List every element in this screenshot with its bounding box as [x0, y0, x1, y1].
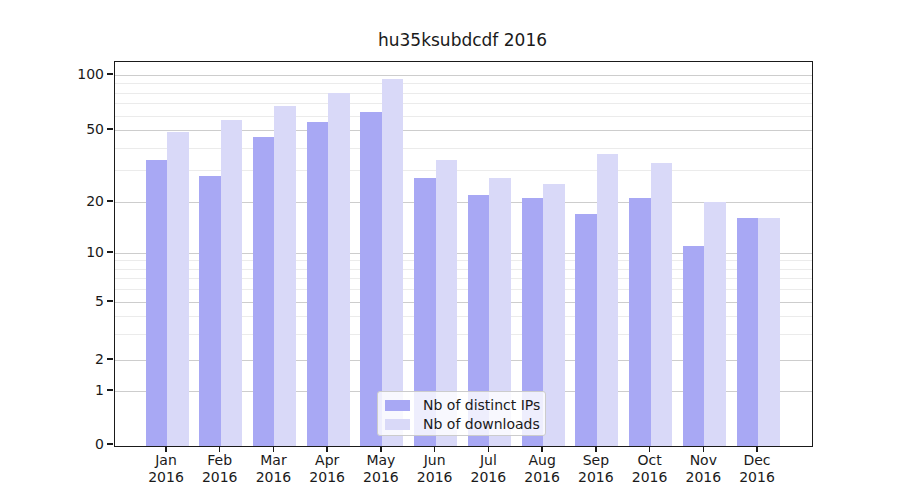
plot-area	[114, 61, 813, 447]
y-axis-tick-mark	[107, 200, 113, 202]
bar-nb-of-distinct-ips	[253, 137, 275, 446]
bar-nb-of-downloads	[651, 163, 673, 446]
y-axis-tick-label: 5	[0, 292, 104, 310]
y-axis-tick-label: 20	[0, 192, 104, 210]
x-axis-tick-mark	[541, 447, 543, 452]
x-axis-tick-mark	[756, 447, 758, 452]
bar-nb-of-downloads	[758, 218, 780, 446]
gridline-major	[115, 75, 812, 76]
bar-nb-of-downloads	[704, 202, 726, 446]
x-axis-tick-mark	[434, 447, 436, 452]
y-axis-tick-mark	[107, 73, 113, 75]
y-axis-tick-label: 0	[0, 435, 104, 453]
bar-nb-of-distinct-ips	[629, 198, 651, 446]
x-axis-tick-mark	[326, 447, 328, 452]
y-axis-tick-mark	[107, 251, 113, 253]
x-axis-tick-mark	[488, 447, 490, 452]
y-axis-tick-label: 50	[0, 120, 104, 138]
gridline-minor	[115, 83, 812, 84]
bar-nb-of-distinct-ips	[575, 214, 597, 446]
x-axis-tick-mark	[595, 447, 597, 452]
legend-item: Nb of downloads	[385, 418, 545, 431]
bar-nb-of-downloads	[328, 93, 350, 446]
gridline-minor	[115, 103, 812, 104]
gridline-minor	[115, 116, 812, 117]
y-axis-tick-mark	[107, 389, 113, 391]
bar-nb-of-downloads	[167, 132, 189, 446]
gridline-minor	[115, 170, 812, 171]
y-axis-tick-label: 10	[0, 243, 104, 261]
legend-swatch-nb-of-downloads	[385, 419, 410, 430]
gridline-major	[115, 130, 812, 131]
y-axis-tick-mark	[107, 128, 113, 130]
figure: hu35ksubdcdf 2016 0125102050100 Jan 2016…	[0, 0, 900, 500]
bar-nb-of-distinct-ips	[146, 160, 168, 446]
legend-item: Nb of distinct IPs	[385, 399, 545, 412]
gridline-minor	[115, 93, 812, 94]
chart-title: hu35ksubdcdf 2016	[114, 30, 811, 52]
bar-nb-of-downloads	[597, 154, 619, 446]
bar-nb-of-downloads	[543, 184, 565, 446]
y-axis-tick-label: 1	[0, 381, 104, 399]
x-axis-tick-mark	[703, 447, 705, 452]
y-axis-tick-label: 100	[0, 65, 104, 83]
bar-nb-of-distinct-ips	[199, 176, 221, 446]
x-axis-tick-mark	[380, 447, 382, 452]
legend-label: Nb of distinct IPs	[423, 399, 540, 412]
x-axis-tick-mark	[219, 447, 221, 452]
y-axis-tick-mark	[107, 358, 113, 360]
x-axis-tick-mark	[273, 447, 275, 452]
legend: Nb of distinct IPs Nb of downloads	[377, 391, 546, 436]
bar-nb-of-downloads	[221, 120, 243, 446]
legend-swatch-nb-of-distinct-ips	[385, 400, 410, 411]
bar-nb-of-distinct-ips	[683, 246, 705, 446]
y-axis-tick-label: 2	[0, 350, 104, 368]
gridline-minor	[115, 148, 812, 149]
bar-nb-of-distinct-ips	[737, 218, 759, 446]
x-axis-tick-mark	[649, 447, 651, 452]
bar-nb-of-downloads	[274, 106, 296, 446]
x-axis-tick-mark	[165, 447, 167, 452]
y-axis-tick-mark	[107, 443, 113, 445]
bar-nb-of-distinct-ips	[307, 122, 329, 446]
legend-label: Nb of downloads	[423, 418, 540, 431]
x-axis-tick-label: Dec 2016	[722, 452, 792, 486]
y-axis-tick-mark	[107, 300, 113, 302]
